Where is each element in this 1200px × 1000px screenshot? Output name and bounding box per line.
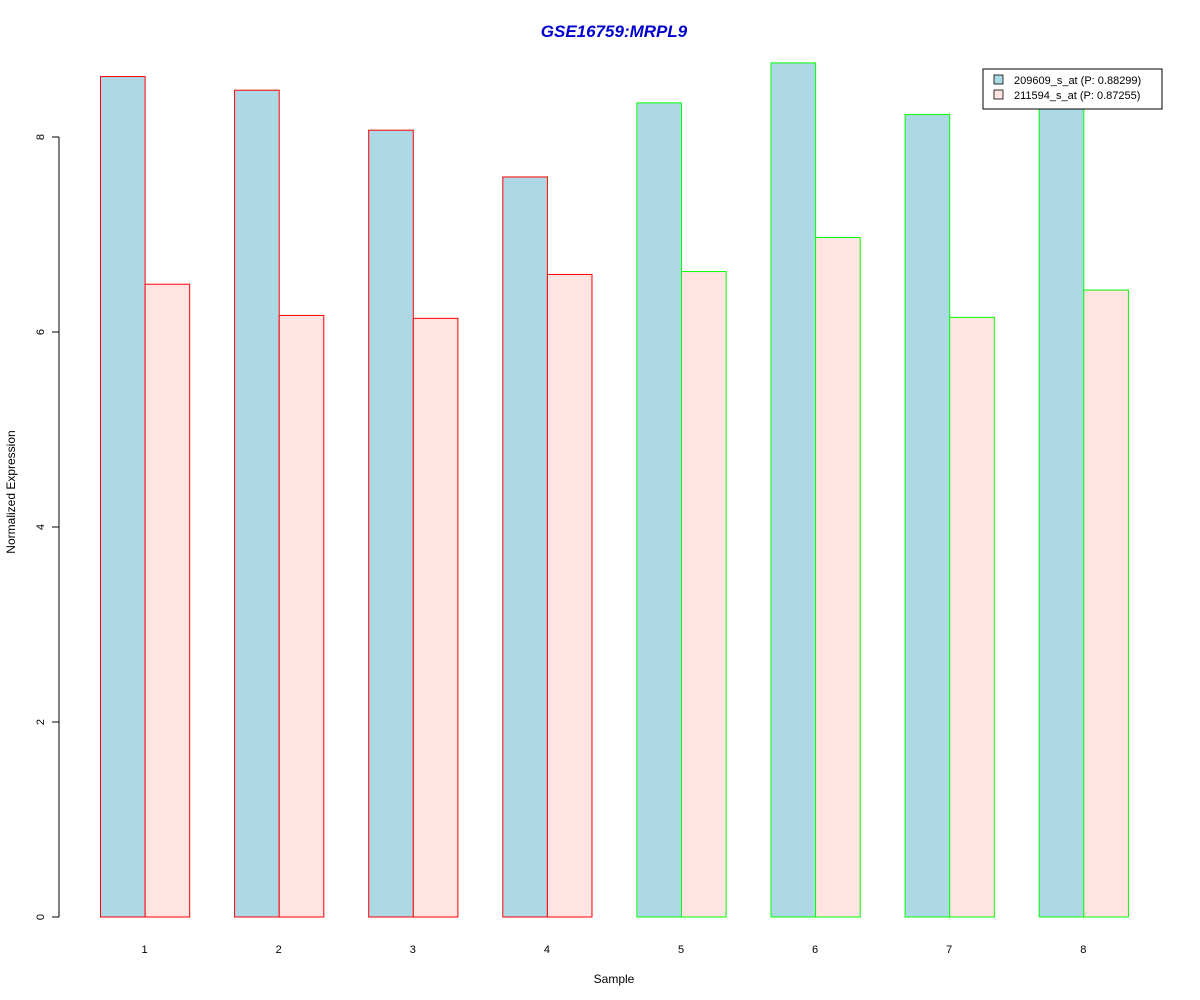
legend-swatch-211594 [993,89,1004,100]
bar-sample-2-series-1 [234,89,280,918]
bar-sample-4-series-2 [546,273,593,918]
bar-sample-5-series-1 [636,102,683,918]
y-axis-label: Normalized Expression [4,430,18,553]
legend-label-211594: 211594_s_at (P: 0.87255) [1014,90,1140,102]
x-tick-label: 4 [544,944,550,956]
bar-sample-3-series-1 [368,129,414,918]
bar-sample-2-series-2 [278,314,325,918]
bar-sample-1-series-1 [100,76,146,918]
x-tick-label: 2 [276,944,282,956]
y-tick-label: 6 [35,329,47,335]
bar-sample-5-series-2 [681,271,727,918]
x-tick-label: 8 [1080,944,1086,956]
legend-label-209609: 209609_s_at (P: 0.88299) [1014,75,1141,87]
x-tick-label: 3 [410,944,416,956]
x-tick-label: 6 [812,944,818,956]
x-axis-ticks: 1 2 3 4 5 6 7 8 [142,944,1087,956]
bar-sample-8-series-1 [1038,107,1085,918]
bars [100,62,1129,918]
legend: 209609_s_at (P: 0.88299) 211594_s_at (P:… [982,68,1163,110]
y-axis: 0 2 4 6 8 [35,134,60,920]
x-tick-label: 1 [142,944,148,956]
legend-box [982,68,1163,110]
bar-sample-8-series-2 [1083,289,1129,918]
bar-sample-4-series-1 [502,176,548,918]
bar-sample-1-series-2 [144,283,191,918]
y-tick-label: 8 [35,134,47,140]
bar-sample-6-series-1 [770,62,817,918]
x-tick-label: 7 [946,944,952,956]
bar-sample-7-series-2 [949,316,995,918]
x-tick-label: 5 [678,944,684,956]
y-tick-label: 2 [35,719,47,725]
legend-swatch-209609 [993,74,1004,85]
bar-sample-3-series-2 [412,317,459,918]
bar-sample-6-series-2 [815,236,861,918]
bar-sample-7-series-1 [904,114,951,918]
y-tick-label: 4 [35,524,47,530]
x-axis-label: Sample [594,972,635,986]
y-tick-label: 0 [35,914,47,920]
chart-title: GSE16759:MRPL9 [541,22,688,41]
